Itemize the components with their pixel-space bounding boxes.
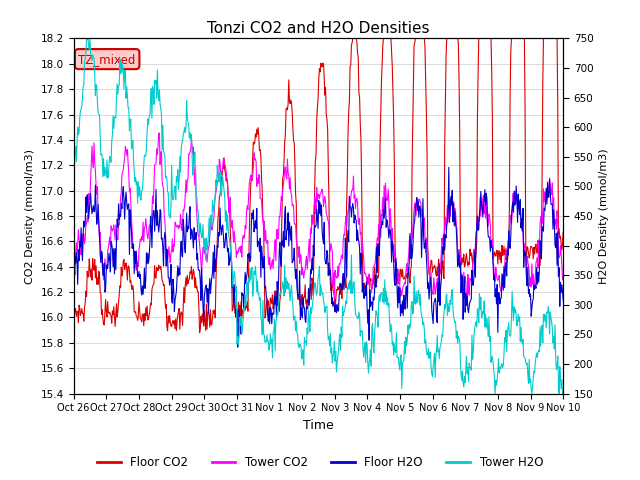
Tower CO2 xyxy=(378,213,386,218)
Tower CO2 xyxy=(156,130,163,136)
Line: Floor H2O: Floor H2O xyxy=(74,168,563,347)
Y-axis label: CO2 Density (mmol/m3): CO2 Density (mmol/m3) xyxy=(25,148,35,284)
Floor H2O xyxy=(234,344,241,350)
Title: Tonzi CO2 and H2O Densities: Tonzi CO2 and H2O Densities xyxy=(207,21,429,36)
Tower CO2 xyxy=(70,282,77,288)
X-axis label: Time: Time xyxy=(303,419,334,432)
Floor H2O xyxy=(129,241,137,247)
Floor CO2 xyxy=(393,268,401,274)
Y-axis label: H2O Density (mmol/m3): H2O Density (mmol/m3) xyxy=(599,148,609,284)
Tower CO2 xyxy=(179,207,187,213)
Floor H2O xyxy=(70,247,77,252)
Line: Tower CO2: Tower CO2 xyxy=(74,133,563,305)
Tower H2O xyxy=(179,132,187,138)
Floor H2O xyxy=(205,310,212,316)
Tower H2O xyxy=(392,330,400,336)
Tower H2O xyxy=(205,215,213,221)
Tower CO2 xyxy=(559,275,567,280)
Floor H2O xyxy=(445,165,452,170)
Floor CO2 xyxy=(196,330,204,336)
Tower H2O xyxy=(378,292,386,298)
Floor CO2 xyxy=(79,311,86,316)
Tower CO2 xyxy=(129,242,137,248)
Line: Floor CO2: Floor CO2 xyxy=(74,38,563,333)
Tower CO2 xyxy=(205,244,213,250)
Tower H2O xyxy=(130,156,138,162)
Floor CO2 xyxy=(559,229,567,235)
Floor CO2 xyxy=(349,36,356,41)
Floor CO2 xyxy=(70,298,77,303)
Floor CO2 xyxy=(379,44,387,50)
Floor CO2 xyxy=(205,312,213,318)
Floor H2O xyxy=(378,218,386,224)
Tower H2O xyxy=(559,391,567,396)
Floor CO2 xyxy=(179,323,186,328)
Floor H2O xyxy=(179,254,186,260)
Tower CO2 xyxy=(79,244,86,250)
Tower H2O xyxy=(79,96,86,101)
Tower CO2 xyxy=(463,302,471,308)
Floor H2O xyxy=(79,258,86,264)
Tower H2O xyxy=(70,178,77,183)
Line: Tower H2O: Tower H2O xyxy=(74,38,563,394)
Tower H2O xyxy=(492,391,499,396)
Floor H2O xyxy=(392,264,400,270)
Floor CO2 xyxy=(129,282,137,288)
Floor H2O xyxy=(559,298,567,303)
Tower H2O xyxy=(84,36,92,41)
Legend: Floor CO2, Tower CO2, Floor H2O, Tower H2O: Floor CO2, Tower CO2, Floor H2O, Tower H… xyxy=(92,452,548,474)
Tower CO2 xyxy=(392,273,400,279)
Text: TZ_mixed: TZ_mixed xyxy=(79,53,136,66)
